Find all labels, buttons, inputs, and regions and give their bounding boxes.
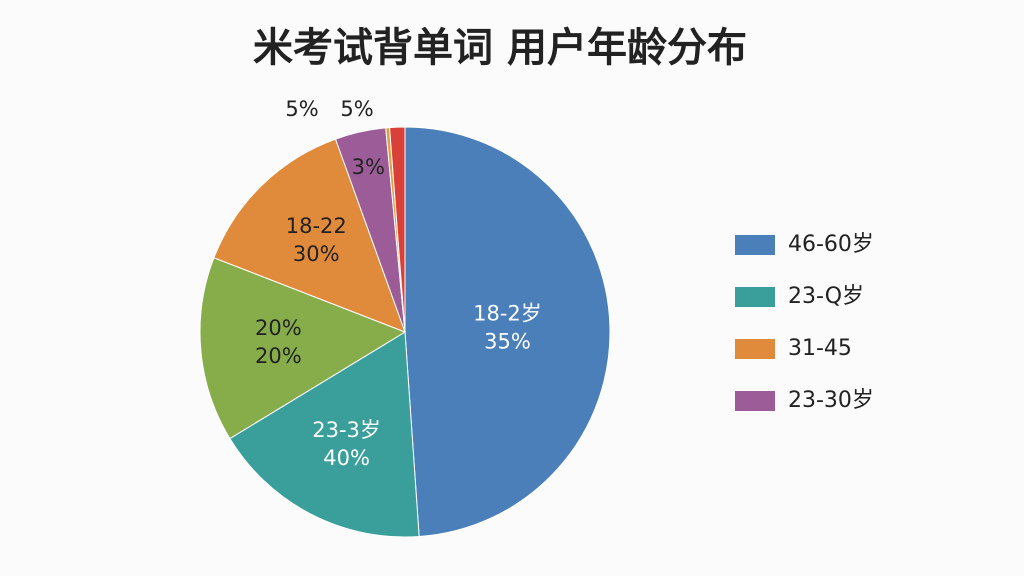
slice-label: 40% [323,446,370,470]
slice-label: 20% [255,344,302,368]
pie-slice [389,126,406,333]
legend-label: 23-30岁 [788,388,874,413]
pie-slice [404,126,611,538]
legend-swatch [735,287,775,307]
legend-swatch [735,339,775,359]
legend-swatch [735,391,775,411]
legend-label: 31-45 [788,336,852,361]
legend-label: 46-60岁 [788,232,874,257]
pie-slice [229,331,420,538]
slice-label: 23-3岁 [312,418,381,442]
slice-label-outside: 5% [285,97,318,121]
slice-label: 35% [484,329,531,353]
slice-label-outside: 5% [340,97,373,121]
pie-slice [199,257,407,440]
legend-swatch [735,235,775,255]
slice-label: 18-22 [286,214,347,238]
slice-label: 20% [255,316,302,340]
slice-label: 3% [352,155,385,179]
chart-title: 米考试背单词 用户年龄分布 [253,25,747,71]
legend-label: 23-Q岁 [788,284,864,309]
pie-slice [213,138,406,333]
slice-label: 18-2岁 [473,301,542,325]
slice-label: 30% [293,242,340,266]
